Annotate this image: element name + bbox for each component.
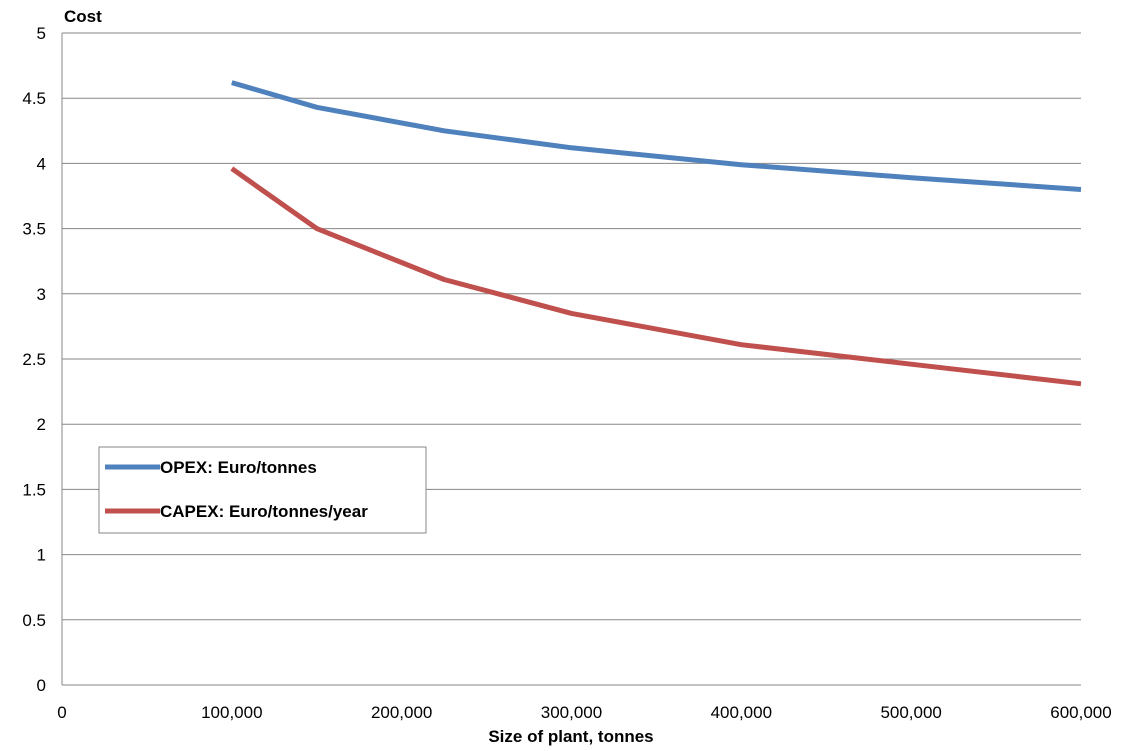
y-tick-label: 2.5 xyxy=(22,350,46,369)
y-tick-label: 0 xyxy=(37,676,46,695)
y-tick-label: 4 xyxy=(37,154,46,173)
x-tick-labels: 0 100,000 200,000 300,000 400,000 500,000 600,… xyxy=(57,703,1111,722)
y-tick-label: 1 xyxy=(37,546,46,565)
y-tick-label: 1.5 xyxy=(22,480,46,499)
x-tick-label: 600,000 xyxy=(1050,703,1111,722)
y-tick-labels: 0 0.5 1 1.5 2 2.5 3 3.5 4 4.5 5 xyxy=(22,24,46,695)
y-tick-label: 5 xyxy=(37,24,46,43)
axis-layer xyxy=(61,33,1081,686)
legend: OPEX: Euro/tonnes CAPEX: Euro/tonnes/yea… xyxy=(98,446,427,534)
x-axis-title: Size of plant, tonnes xyxy=(488,727,653,746)
legend-label-opex: OPEX: Euro/tonnes xyxy=(160,458,317,477)
series-layer xyxy=(230,80,1082,387)
x-tick-label: 0 xyxy=(57,703,66,722)
legend-item-capex: CAPEX: Euro/tonnes/year xyxy=(105,502,368,521)
x-tick-label: 200,000 xyxy=(371,703,432,722)
y-tick-label: 4.5 xyxy=(22,89,46,108)
series-line-opex xyxy=(231,80,1082,192)
y-tick-label: 3.5 xyxy=(22,220,46,239)
x-tick-label: 100,000 xyxy=(201,703,262,722)
x-tick-label: 400,000 xyxy=(711,703,772,722)
series-line-capex xyxy=(230,166,1082,387)
legend-box xyxy=(98,446,427,534)
x-tick-label: 300,000 xyxy=(541,703,602,722)
y-tick-label: 0.5 xyxy=(22,611,46,630)
y-tick-label: 3 xyxy=(37,285,46,304)
y-tick-label: 2 xyxy=(37,415,46,434)
y-axis-title: Cost xyxy=(64,7,102,26)
legend-item-opex: OPEX: Euro/tonnes xyxy=(105,458,317,477)
x-tick-label: 500,000 xyxy=(880,703,941,722)
legend-label-capex: CAPEX: Euro/tonnes/year xyxy=(160,502,368,521)
